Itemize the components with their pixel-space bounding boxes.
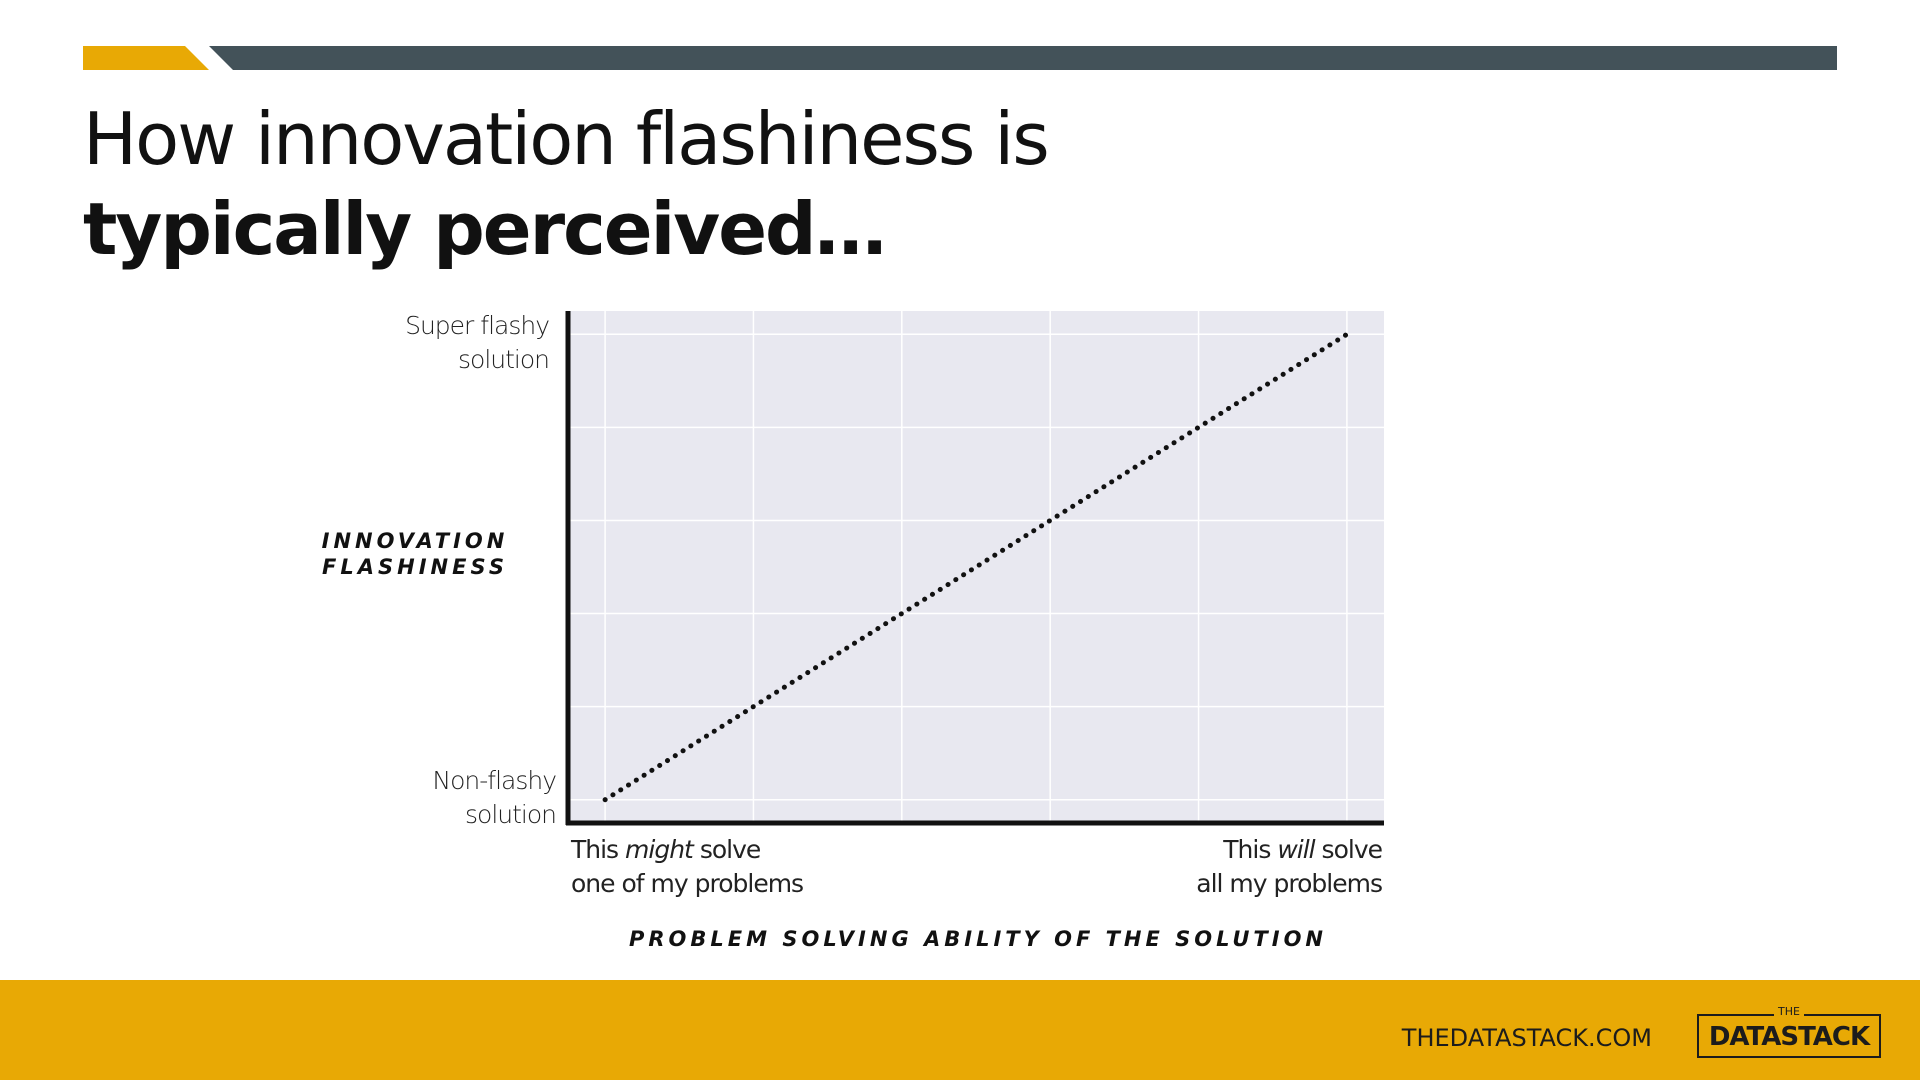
x-axis-label: PROBLEM SOLVING ABILITY OF THE SOLUTION xyxy=(628,927,1327,951)
x-tick-right-after: solve xyxy=(1314,835,1383,864)
x-tick-label-right-line1: This will solve xyxy=(1196,833,1383,867)
x-tick-left-before: This xyxy=(571,835,626,864)
x-tick-left-after: solve xyxy=(692,835,761,864)
y-tick-label-bottom-line2: solution xyxy=(465,800,557,829)
y-tick-label-top-line2: solution xyxy=(458,345,550,374)
slide-title: How innovation flashiness is typically p… xyxy=(83,94,1050,274)
y-tick-label-top-line1: Super flashy xyxy=(405,311,550,340)
x-tick-right-before: This xyxy=(1223,835,1278,864)
footer-url[interactable]: THEDATASTACK.COM xyxy=(1401,1024,1652,1052)
series-line-0 xyxy=(602,331,1350,803)
x-tick-label-left-line2: one of my problems xyxy=(571,869,804,898)
y-axis-label: INNOVATION FLASHINESS xyxy=(321,529,509,579)
header-accent-dark xyxy=(209,46,1837,70)
x-tick-label-right: This will solve all my problems xyxy=(1196,833,1383,901)
y-tick-label-top: Super flashy solution xyxy=(405,309,550,377)
header-accent-bar xyxy=(83,46,1837,70)
x-tick-label-right-line2: all my problems xyxy=(1196,869,1383,898)
title-line-bold: typically perceived… xyxy=(83,187,887,271)
logo-big-text: DATASTACK xyxy=(1708,1022,1870,1052)
logo-small-text: THE xyxy=(1699,1005,1879,1018)
logo-small-word: THE xyxy=(1774,1005,1804,1018)
y-tick-label-bottom-line1: Non-flashy xyxy=(432,766,557,795)
x-tick-label-left: This might solve one of my problems xyxy=(571,833,804,901)
x-tick-left-emphasis: might xyxy=(625,835,694,864)
x-tick-label-left-line1: This might solve xyxy=(571,833,803,867)
x-tick-right-emphasis: will xyxy=(1277,835,1315,864)
y-tick-label-bottom: Non-flashy solution xyxy=(432,764,557,832)
footer: THEDATASTACK.COM THE DATASTACK xyxy=(0,980,1920,1080)
header-accent-yellow xyxy=(83,46,209,70)
datastack-logo: THE DATASTACK xyxy=(1697,1005,1881,1058)
title-line-regular: How innovation flashiness is xyxy=(83,97,1050,181)
line-chart xyxy=(565,311,1384,826)
plot-background xyxy=(568,311,1384,823)
